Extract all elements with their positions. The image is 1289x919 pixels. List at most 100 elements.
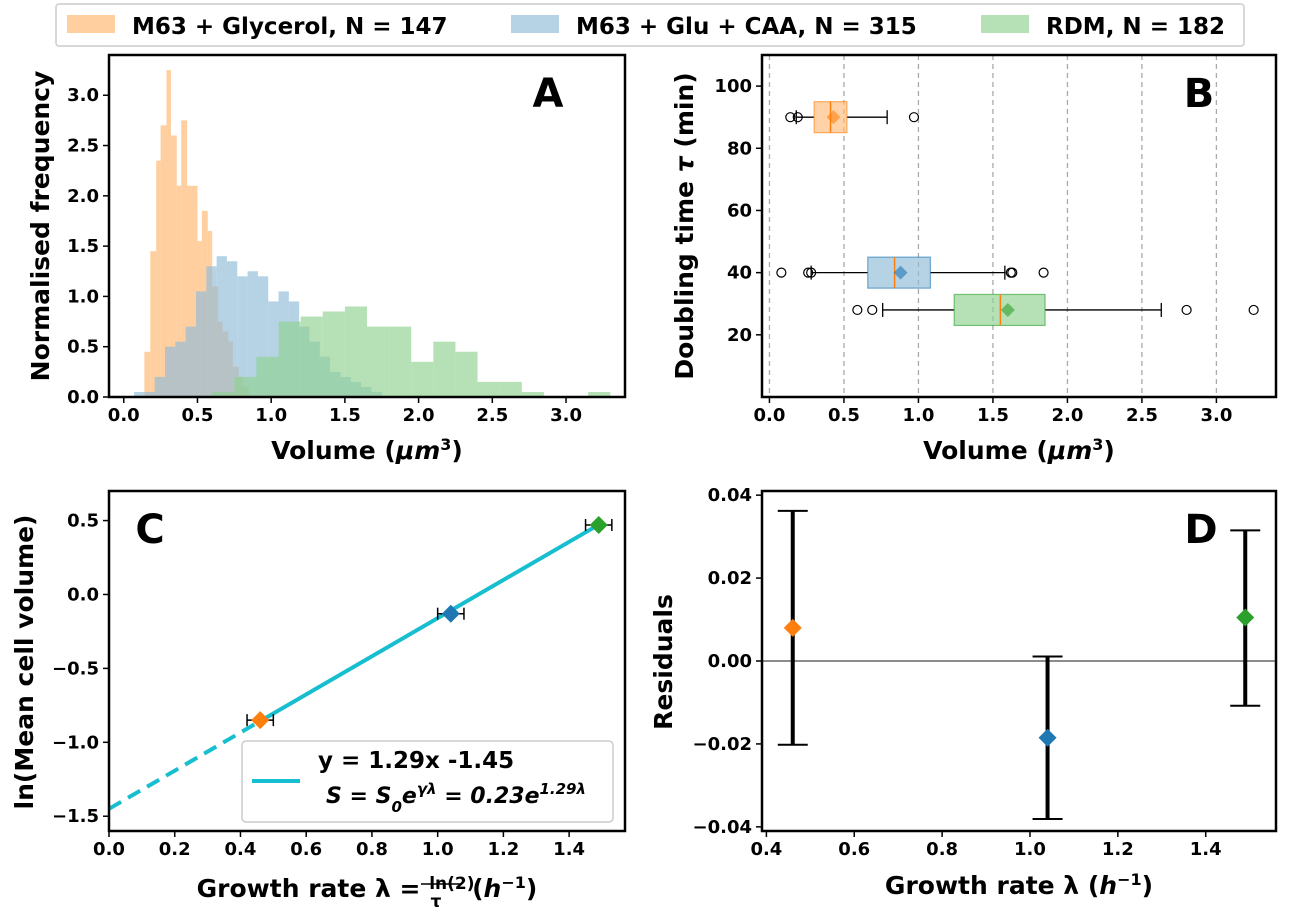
x-tick-label: 1.0	[255, 405, 287, 426]
x-tick-label: 1.2	[487, 839, 519, 860]
outlier-point	[792, 112, 803, 123]
x-tick-label: 0.4	[225, 839, 257, 860]
histogram-bar-series-1	[195, 291, 207, 397]
legend-label-rdm: RDM, N = 182	[1046, 14, 1225, 40]
y-tick-label: 1.5	[67, 236, 99, 257]
panel-c: 0.0 0.2 0.4 0.6 0.8 1.0 1.2 1.4 0.5 0.0 −0.5 −1.0 −…	[10, 489, 627, 912]
histogram-bar-series-2	[234, 376, 257, 397]
histogram-bar-series-1	[134, 391, 145, 397]
panel-d-plot-area	[762, 509, 1276, 820]
panel-d: 0.4 0.6 0.8 1.0 1.2 1.4 0.04 0.02 0.00 −0.02 −0.0…	[649, 485, 1278, 901]
outlier-point	[776, 267, 787, 278]
x-tick-label: 0.8	[926, 839, 958, 860]
x-tick-label: 0.4	[750, 839, 782, 860]
histogram-bar-series-0	[191, 185, 198, 397]
outlier-point	[806, 267, 817, 278]
x-tick-label: 2.5	[476, 405, 508, 426]
x-tick-label: 3.0	[1200, 405, 1232, 426]
x-tick-label: 0.6	[290, 839, 322, 860]
histogram-bar-series-0	[176, 185, 182, 397]
y-tick-label: 0.02	[708, 568, 752, 589]
outlier-point	[1007, 267, 1018, 278]
panel-a: 0.0 0.5 1.0 1.5 2.0 2.5 3.0 0.0 0.5 1.0 1.5 2.0 2.5…	[26, 53, 627, 465]
y-tick-label: 2.5	[67, 136, 99, 157]
x-tick-label: 1.5	[977, 405, 1009, 426]
x-tick-label: 1.0	[422, 839, 454, 860]
mean-marker	[893, 265, 908, 280]
histogram-bar-series-2	[477, 381, 500, 397]
x-tick-label: 0.2	[159, 839, 191, 860]
panel-b: 0.0 0.5 1.0 1.5 2.0 2.5 3.0 20 40 60 80 100 B Volu…	[670, 53, 1278, 466]
histogram-bar-series-2	[411, 361, 434, 397]
panel-b-frame	[760, 53, 1278, 399]
x-tick-label: 1.0	[902, 405, 934, 426]
histogram-bar-series-2	[389, 326, 412, 397]
histogram-bar-series-2	[588, 391, 611, 397]
y-tick-label: 2.0	[67, 186, 99, 207]
panel-c-y-axis-label: ln(Mean cell volume)	[10, 515, 39, 810]
panel-a-label: A	[533, 71, 564, 117]
panel-b-x-axis-label: Volume (μm3)	[923, 435, 1115, 466]
histogram-bar-series-2	[256, 356, 279, 397]
panel-b-y-axis-label: Doubling time τ (min)	[670, 72, 699, 379]
panel-b-plot-area	[768, 55, 1259, 397]
y-tick-label: 3.0	[67, 85, 99, 106]
histogram-bar-series-1	[247, 271, 258, 397]
panel-c-label: C	[135, 507, 164, 553]
histogram-bar-series-2	[322, 311, 345, 397]
outlier-point	[785, 112, 796, 123]
legend-entry-rdm: RDM, N = 182	[981, 14, 1225, 40]
x-tick-label: 2.0	[403, 405, 435, 426]
legend-label-glycerol: M63 + Glycerol, N = 147	[132, 14, 448, 40]
histogram-bar-series-1	[185, 326, 196, 397]
y-tick-label: 0.0	[67, 387, 99, 408]
histogram-bar-series-1	[237, 276, 248, 397]
panel-d-x-ticks: 0.4 0.6 0.8 1.0 1.2 1.4	[750, 831, 1222, 860]
panel-a-y-ticks: 0.0 0.5 1.0 1.5 2.0 2.5 3.0	[67, 85, 109, 408]
x-tick-label: 1.5	[329, 405, 361, 426]
x-tick-label: 1.0	[1014, 839, 1046, 860]
histogram-bar-series-1	[226, 261, 238, 397]
y-tick-label: −1.5	[52, 806, 99, 827]
y-tick-label: 80	[727, 138, 752, 159]
histogram-bar-series-0	[181, 120, 188, 397]
y-tick-label: 20	[727, 325, 752, 346]
x-tick-label: 3.0	[550, 405, 582, 426]
outlier-point	[908, 112, 920, 123]
panel-d-label: D	[1184, 507, 1217, 553]
panel-d-y-ticks: 0.04 0.02 0.00 −0.02 −0.04	[693, 485, 762, 838]
histogram-bar-series-0	[150, 251, 157, 397]
data-point-1	[441, 604, 460, 623]
residual-point-0	[783, 618, 802, 637]
histogram-bar-series-0	[156, 160, 161, 397]
x-tick-label: 2.0	[1051, 405, 1083, 426]
x-tick-label: 0.0	[754, 405, 786, 426]
y-tick-label: 0.04	[708, 485, 752, 506]
fit-line-extrapolated	[107, 719, 262, 811]
x-tick-label: 2.5	[1126, 405, 1158, 426]
x-tick-label: 1.4	[1190, 839, 1222, 860]
y-tick-label: 0.5	[67, 511, 99, 532]
outlier-point	[1038, 267, 1049, 278]
x-tick-label: 1.2	[1102, 839, 1134, 860]
histogram-bar-series-0	[187, 185, 192, 397]
legend-label-glu-caa: M63 + Glu + CAA, N = 315	[576, 14, 917, 40]
panel-d-x-axis-label: Growth rate λ (h−1)	[885, 870, 1153, 901]
histogram-bar-series-1	[165, 346, 176, 397]
y-tick-label: 60	[727, 200, 752, 221]
panel-c-fit-legend: y = 1.29x -1.45 S = S0eγλ = 0.23e1.29λ	[241, 740, 614, 823]
panel-c-plot-area	[107, 516, 613, 811]
y-tick-label: 0.5	[67, 337, 99, 358]
histogram-bar-series-2	[433, 341, 456, 397]
histogram-bar-series-2	[278, 321, 301, 397]
histogram-bar-series-2	[212, 391, 235, 397]
outlier-point	[803, 267, 814, 278]
panel-c-frame	[107, 489, 627, 833]
x-tick-label: 0.0	[108, 405, 140, 426]
histogram-bar-series-2	[344, 306, 367, 397]
y-tick-label: −0.5	[52, 658, 99, 679]
x-tick-label: 1.4	[553, 839, 585, 860]
panel-c-x-ticks: 0.0 0.2 0.4 0.6 0.8 1.0 1.2 1.4	[93, 831, 585, 860]
outlier-point	[1248, 304, 1259, 316]
